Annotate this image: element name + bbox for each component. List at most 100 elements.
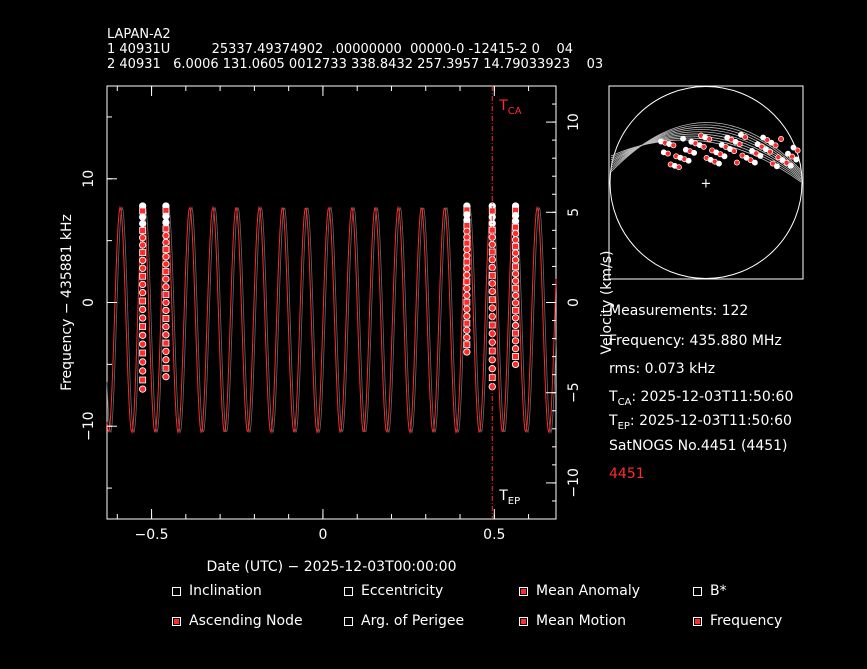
tca-label: TCA	[498, 98, 522, 117]
data-point	[511, 217, 520, 225]
data-point	[162, 225, 170, 233]
skyplot-point	[721, 153, 728, 160]
data-point	[463, 271, 471, 279]
measurements-count: Measurements: 122	[609, 303, 749, 319]
legend-checkbox[interactable]	[344, 586, 353, 596]
data-point	[512, 223, 519, 231]
data-point	[511, 270, 520, 278]
legend-label: Eccentricity	[361, 583, 444, 599]
legend-checkbox[interactable]	[172, 586, 181, 596]
data-point	[463, 305, 471, 313]
data-point	[511, 256, 520, 264]
data-point	[138, 331, 147, 339]
skyplot-point	[716, 160, 722, 167]
data-point	[512, 263, 519, 271]
legend-item-inclination[interactable]: Inclination	[172, 583, 262, 599]
legend-item-b[interactable]: B*	[693, 583, 727, 599]
tep-value: TEP: 2025-12-03T11:50:60	[609, 413, 792, 432]
legend-item-mean-motion[interactable]: Mean Motion	[519, 613, 626, 629]
legend-checkbox[interactable]	[344, 616, 353, 626]
plot-frame	[106, 85, 557, 520]
data-point	[139, 272, 147, 280]
skyplot-point	[773, 163, 780, 170]
data-point	[463, 333, 471, 342]
legend-item-mean-anomaly[interactable]: Mean Anomaly	[519, 583, 640, 599]
skyplot-horizon	[609, 86, 803, 279]
data-point	[463, 251, 471, 260]
x-tick-label: 0	[318, 527, 327, 543]
data-point	[138, 234, 147, 242]
legend-item-arg-of-perigee[interactable]: Arg. of Perigee	[344, 613, 464, 629]
skyplot-point	[787, 162, 794, 169]
data-point	[162, 291, 170, 298]
data-point	[162, 283, 170, 291]
legend-label: Ascending Node	[189, 613, 303, 629]
data-point	[162, 298, 170, 307]
legend-item-eccentricity[interactable]: Eccentricity	[344, 583, 443, 599]
skyplot-point	[670, 142, 677, 149]
data-point	[162, 268, 170, 275]
skyplot-point	[706, 136, 713, 143]
legend-checkbox[interactable]	[693, 586, 702, 596]
data-point	[139, 227, 147, 234]
skyplot-center-marker: +	[701, 177, 712, 192]
rms-value: rms: 0.073 kHz	[609, 361, 716, 377]
legend-checkbox[interactable]	[519, 616, 528, 626]
y2-tick-label: −5	[566, 382, 582, 403]
y-tick-label: 0	[81, 298, 97, 307]
y-tick-label: 10	[81, 170, 97, 188]
data-point	[139, 323, 147, 331]
legend-checkbox[interactable]	[519, 586, 528, 596]
data-point	[463, 233, 471, 241]
data-point	[463, 239, 471, 247]
data-point	[162, 347, 170, 356]
tle-line-1: 1 40931U 25337.49374902 .00000000 00000-…	[107, 42, 574, 57]
tle-line-2: 2 40931 6.0006 131.0605 0012733 338.8432…	[107, 57, 604, 72]
skyplot-point	[772, 142, 779, 149]
station-id: 4451	[609, 466, 645, 482]
data-point	[463, 298, 471, 306]
legend-label: B*	[710, 583, 727, 599]
skyplot-point	[691, 149, 698, 156]
data-point	[139, 376, 147, 384]
data-point	[511, 236, 520, 244]
skyplot-point	[778, 136, 785, 142]
data-point	[511, 321, 520, 330]
skyplot-point	[685, 157, 692, 164]
data-point	[511, 299, 520, 307]
data-point	[511, 277, 520, 285]
data-point	[162, 373, 170, 381]
data-point	[162, 364, 170, 372]
data-point	[511, 229, 520, 238]
data-point	[512, 329, 519, 337]
data-point	[511, 337, 520, 345]
legend-item-ascending-node[interactable]: Ascending Node	[172, 613, 303, 629]
data-point	[162, 238, 170, 247]
data-point	[463, 319, 471, 327]
skyplot-point	[779, 156, 786, 163]
data-point	[162, 260, 170, 268]
data-point	[162, 322, 170, 331]
y-tick-label: −10	[81, 411, 97, 441]
skyplot-point	[769, 160, 776, 167]
data-point	[463, 326, 471, 334]
skyplot-point	[733, 159, 740, 166]
skyplot-point	[762, 146, 769, 153]
legend-item-frequency[interactable]: Frequency	[693, 613, 782, 629]
data-point	[162, 212, 170, 220]
tca-value: TCA: 2025-12-03T11:50:60	[609, 389, 794, 408]
legend-checkbox[interactable]	[693, 616, 702, 626]
data-point	[138, 280, 147, 289]
data-point	[162, 331, 170, 339]
data-point	[511, 360, 520, 369]
data-point	[139, 207, 147, 215]
frequency-value: Frequency: 435.880 MHz	[609, 333, 782, 349]
data-point	[162, 275, 170, 283]
data-point	[138, 305, 147, 314]
data-point	[162, 253, 170, 261]
legend-checkbox[interactable]	[172, 616, 181, 626]
y2-tick-label: 0	[566, 298, 582, 307]
legend-label: Mean Motion	[536, 613, 627, 629]
data-point	[162, 246, 170, 253]
